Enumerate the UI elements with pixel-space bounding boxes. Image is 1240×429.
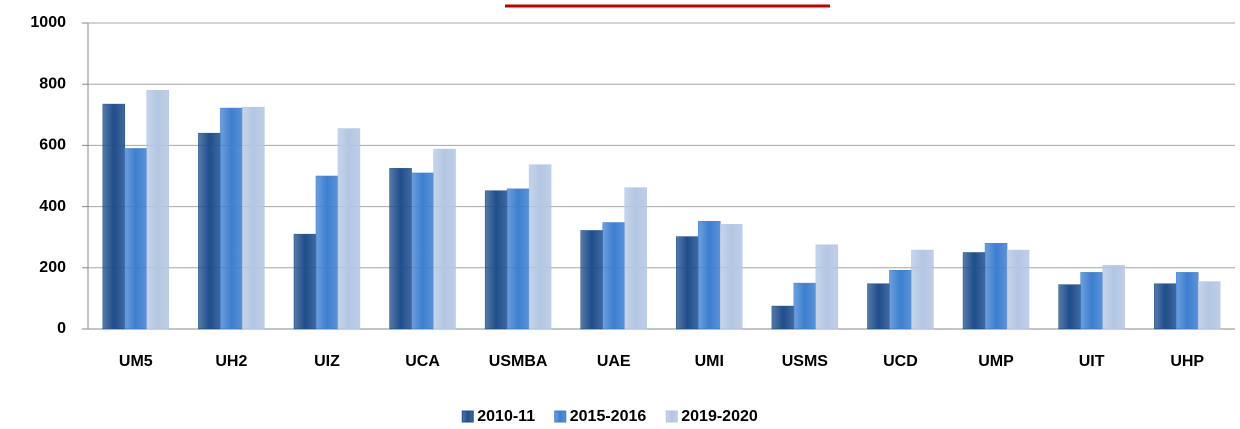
bar [1197, 281, 1221, 330]
bar [506, 188, 530, 330]
bar [198, 132, 221, 330]
legend-label: 2015-2016 [570, 408, 647, 425]
bar [1102, 265, 1125, 330]
bar [389, 168, 412, 330]
bar [220, 107, 243, 330]
x-tick-label: UIZ [314, 353, 340, 370]
bar [1006, 249, 1030, 330]
legend-swatch [461, 410, 474, 423]
y-tick-label: 800 [39, 75, 66, 92]
y-tick-label: 1000 [30, 14, 66, 31]
x-tick-label: UH2 [215, 353, 247, 370]
x-tick-label: UIT [1079, 353, 1105, 370]
legend-swatch [554, 410, 567, 423]
bar [962, 252, 986, 330]
bar [793, 282, 817, 330]
bar [242, 106, 265, 330]
y-tick-label: 600 [39, 137, 66, 154]
legend-label: 2019-2020 [681, 408, 758, 425]
bar [771, 305, 795, 330]
bar [102, 103, 126, 330]
y-tick-label: 0 [57, 320, 66, 337]
bar [580, 230, 603, 330]
legend-swatch [665, 410, 678, 423]
bar [1058, 284, 1081, 330]
bar [911, 249, 934, 330]
bar [698, 221, 721, 330]
bar [1175, 272, 1199, 330]
bar [484, 190, 508, 330]
bar [720, 224, 743, 330]
bar [624, 187, 647, 330]
bar [124, 148, 148, 330]
bar [1153, 283, 1177, 330]
bar [815, 244, 839, 330]
x-tick-label: UCA [405, 353, 440, 370]
bar [1080, 272, 1103, 330]
x-tick-label: UCD [883, 353, 918, 370]
x-tick-label: UAE [597, 353, 631, 370]
bar [602, 222, 625, 330]
y-tick-label: 400 [39, 198, 66, 215]
bar [867, 283, 890, 330]
x-tick-label: USMS [782, 353, 829, 370]
bar [337, 128, 361, 330]
bar [293, 233, 317, 330]
bar [528, 164, 552, 330]
bar [146, 90, 170, 330]
bar [889, 269, 912, 330]
x-tick-label: USMBA [489, 353, 548, 370]
x-tick-label: UMP [978, 353, 1014, 370]
bar [676, 236, 699, 330]
bar [433, 148, 456, 330]
x-tick-label: UHP [1170, 353, 1204, 370]
bar [411, 172, 434, 330]
y-tick-label: 200 [39, 259, 66, 276]
x-tick-label: UM5 [119, 353, 153, 370]
bar [315, 175, 339, 330]
bar [984, 243, 1008, 330]
legend-label: 2010-11 [477, 408, 535, 425]
x-tick-label: UMI [695, 353, 724, 370]
